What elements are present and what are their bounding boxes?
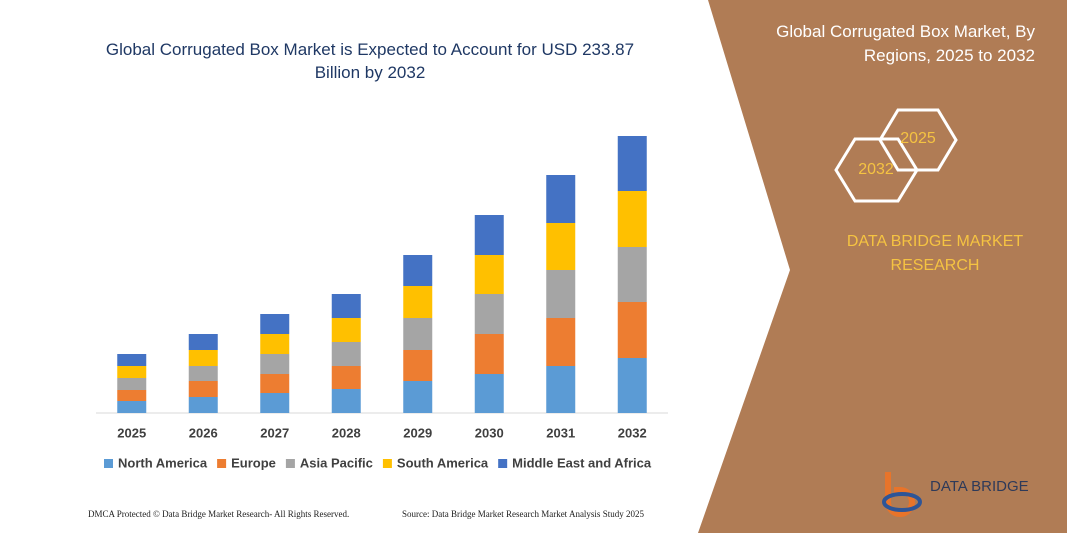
bar-segment — [403, 286, 433, 318]
bar-segment — [331, 318, 361, 342]
x-tick-label: 2028 — [332, 425, 361, 440]
bar-segment — [546, 318, 576, 366]
bar-segment — [331, 342, 361, 366]
legend-label: Europe — [231, 455, 276, 470]
side-panel — [698, 0, 1067, 533]
legend-label: Asia Pacific — [300, 455, 373, 470]
bar-segment — [331, 294, 361, 318]
bar-segment — [260, 393, 290, 413]
bar-segment — [117, 401, 147, 413]
bar-segment — [403, 318, 433, 350]
bar-segment — [617, 191, 647, 247]
legend-swatch — [285, 459, 295, 468]
x-tick-label: 2026 — [189, 425, 218, 440]
hexagon-label: 2032 — [858, 161, 894, 178]
hexagon — [834, 137, 919, 203]
legend-swatch — [104, 459, 113, 468]
bar-segment — [331, 366, 361, 389]
hexagon — [878, 108, 958, 172]
bar-segment — [474, 374, 504, 413]
chart-title: Global Corrugated Box Market is Expected… — [105, 40, 635, 82]
x-tick-label: 2027 — [260, 425, 289, 440]
legend-swatch — [382, 459, 392, 468]
bar-segment — [617, 136, 647, 191]
bar-segment — [403, 350, 433, 381]
bar-segment — [474, 334, 504, 374]
bar-segment — [474, 255, 504, 294]
bar-segment — [546, 175, 576, 223]
logo-mark — [882, 492, 922, 512]
bar-segment — [617, 302, 647, 358]
bar-segment — [260, 374, 290, 393]
legend-label: Middle East and Africa — [512, 455, 652, 470]
hexagon-label: 2025 — [900, 130, 936, 147]
bar-segment — [474, 215, 504, 255]
bar-segment — [188, 334, 218, 350]
bar-segment — [546, 270, 576, 318]
bar-segment — [331, 389, 361, 413]
panel-title: Global Corrugated Box Market, By Regions… — [776, 22, 1035, 65]
x-tick-label: 2031 — [546, 425, 575, 440]
bar-segment — [117, 390, 147, 401]
bar-segment — [474, 294, 504, 334]
bar-segment — [260, 354, 290, 374]
bar-segment — [403, 255, 433, 286]
bar-segment — [117, 366, 147, 378]
legend-swatch — [217, 459, 227, 468]
bar-segment — [546, 366, 576, 413]
bar-segment — [546, 223, 576, 270]
bar-segment — [617, 358, 647, 413]
x-tick-label: 2029 — [403, 425, 432, 440]
legend-swatch — [498, 459, 508, 468]
bar-segment — [188, 366, 218, 381]
legend-label: North America — [118, 455, 208, 470]
bar-segment — [617, 247, 647, 302]
bar-segment — [117, 354, 147, 366]
bar-segment — [117, 378, 147, 390]
bar-segment — [260, 314, 290, 334]
legend-label: South America — [397, 455, 489, 470]
footer-note: Source: Data Bridge Market Research Mark… — [402, 509, 644, 519]
bar-segment — [260, 334, 290, 354]
x-tick-label: 2032 — [618, 425, 647, 440]
logo: DATA BRIDGE — [882, 472, 1029, 517]
logo-text: DATA BRIDGE — [930, 478, 1029, 495]
bar-segment — [188, 397, 218, 413]
bar-segment — [188, 381, 218, 397]
brand: DATA BRIDGE MARKET RESEARCH — [846, 233, 1024, 274]
x-tick-label: 2025 — [117, 425, 146, 440]
bar-segment — [403, 381, 433, 413]
bar-segment — [188, 350, 218, 366]
footer-note: DMCA Protected © Data Bridge Market Rese… — [88, 509, 350, 519]
x-tick-label: 2030 — [475, 425, 504, 440]
